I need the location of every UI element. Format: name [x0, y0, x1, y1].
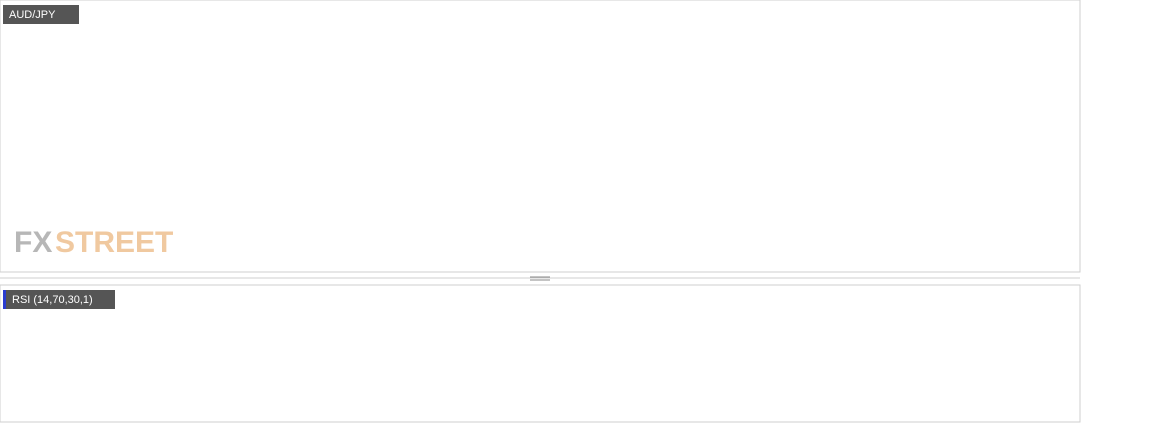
rsi-swatch: [3, 290, 6, 309]
watermark-fx: FX: [14, 226, 52, 259]
symbol-box: [3, 5, 79, 24]
rsi-box: [3, 290, 115, 309]
watermark-street: STREET: [55, 226, 173, 259]
symbol-title: AUD/JPY: [9, 9, 56, 21]
resize-handle[interactable]: [530, 276, 550, 281]
rsi-panel: [0, 284, 1081, 423]
price-panel: [0, 0, 1081, 273]
rsi-title: RSI (14,70,30,1): [12, 294, 93, 306]
